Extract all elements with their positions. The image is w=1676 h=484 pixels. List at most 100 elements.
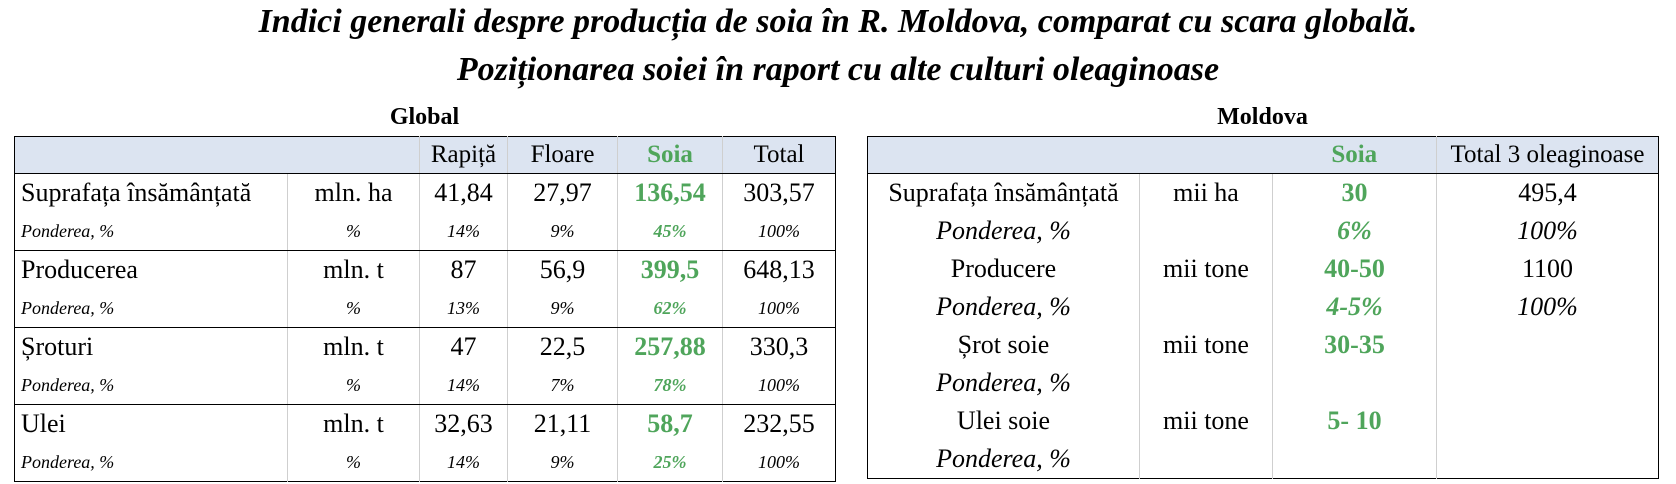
soia-value-cell: 25% (617, 443, 723, 482)
total-cell: 303,57 (722, 173, 836, 212)
soia-value-cell: 78% (617, 366, 723, 405)
header-cell-soia: Soia (617, 136, 723, 174)
value-cell: 32,63 (419, 404, 508, 443)
moldova-table: Soia Total 3 oleaginoase Suprafața însăm… (867, 136, 1659, 479)
unit-cell (1139, 440, 1273, 479)
row-label: Producerea (21, 255, 138, 284)
global-section-label: Global (389, 104, 460, 130)
total-cell: 100% (722, 212, 836, 251)
soia-value-cell: 62% (617, 289, 723, 328)
table-row: Șroturi mln. t 47 22,5 257,88 330,3 (15, 327, 836, 366)
unit-cell: mln. ha (287, 173, 420, 212)
row-label: Ulei (21, 409, 66, 438)
header-cell-soia: Soia (1272, 136, 1437, 174)
header-cell (14, 136, 288, 174)
soia-value-cell: 30 (1272, 173, 1437, 212)
header-cell: Rapiță (419, 136, 508, 174)
header-cell: Floare (507, 136, 618, 174)
unit-cell (1139, 364, 1273, 402)
table-row: Ponderea, % % 13% 9% 62% 100% (14, 289, 836, 328)
title-line-2: Poziționarea soiei în raport cu alte cul… (456, 51, 1220, 88)
unit-cell: mln. t (287, 404, 420, 443)
total-cell: 232,55 (722, 404, 836, 443)
value-cell: 41,84 (419, 173, 508, 212)
unit-cell: mii tone (1139, 402, 1273, 440)
unit-cell: mii tone (1139, 326, 1273, 364)
table-row: Producere mii tone 40-50 1100 (868, 250, 1659, 288)
unit-cell: mii tone (1139, 250, 1273, 288)
value-cell: 14% (419, 366, 508, 405)
table-row: Ponderea, % 4-5% 100% (868, 288, 1659, 326)
unit-cell: mii ha (1139, 173, 1273, 212)
value-cell: 13% (419, 289, 508, 328)
soia-value-cell: 30-35 (1272, 326, 1437, 364)
soia-value-cell (1272, 440, 1437, 479)
total-cell: 100% (722, 443, 836, 482)
header-cell (1139, 136, 1273, 174)
total-cell (1436, 440, 1659, 479)
moldova-header-row: Soia Total 3 oleaginoase (867, 136, 1659, 174)
row-label: Ponderea, % (936, 368, 1071, 397)
total-cell: 648,13 (722, 250, 836, 289)
value-cell: 9% (507, 212, 618, 251)
table-row: Ulei mln. t 32,63 21,11 58,7 232,55 (15, 404, 836, 443)
total-cell (1436, 402, 1659, 440)
table-row: Ponderea, % % 14% 9% 45% 100% (14, 212, 836, 251)
unit-cell (1139, 212, 1273, 250)
total-cell: 330,3 (722, 327, 836, 366)
total-cell: 495,4 (1436, 173, 1659, 212)
value-cell: 9% (507, 289, 618, 328)
total-cell: 100% (1436, 212, 1659, 250)
total-cell: 100% (722, 366, 836, 405)
soia-value-cell: 4-5% (1272, 288, 1437, 326)
table-row: Ponderea, % 6% 100% (868, 212, 1659, 250)
row-label: Ulei soie (956, 406, 1051, 435)
total-cell (1436, 326, 1659, 364)
row-label: Ponderea, % (936, 216, 1071, 245)
title-line-1: Indici generali despre producția de soia… (258, 3, 1418, 40)
table-row: Producerea mln. t 87 56,9 399,5 648,13 (15, 250, 836, 289)
soia-value-cell: 45% (617, 212, 723, 251)
total-cell: 100% (1436, 288, 1659, 326)
soia-value-cell: 5- 10 (1272, 402, 1437, 440)
unit-cell: % (287, 443, 420, 482)
table-row: Ponderea, % % 14% 7% 78% 100% (14, 366, 836, 405)
soia-value-cell: 40-50 (1272, 250, 1437, 288)
unit-cell: % (287, 289, 420, 328)
value-cell: 21,11 (507, 404, 618, 443)
value-cell: 14% (419, 212, 508, 251)
total-cell: 1100 (1436, 250, 1659, 288)
unit-cell: % (287, 366, 420, 405)
value-cell: 9% (507, 443, 618, 482)
row-label: Ponderea, % (936, 292, 1071, 321)
row-label: Suprafața însămânțată (888, 178, 1119, 207)
total-cell: 100% (722, 289, 836, 328)
row-label: Șroturi (21, 332, 94, 361)
row-label: Ponderea, % (14, 366, 288, 405)
unit-cell (1139, 288, 1273, 326)
global-table: Rapiță Floare Soia Total Suprafața însăm… (14, 136, 836, 482)
header-cell: Total (722, 136, 836, 174)
value-cell: 27,97 (507, 173, 618, 212)
header-cell (867, 136, 1140, 174)
header-cell: Total 3 oleaginoase (1436, 136, 1659, 174)
unit-cell: mln. t (287, 327, 420, 366)
soia-value-cell: 399,5 (617, 250, 723, 289)
row-label: Ponderea, % (14, 289, 288, 328)
soia-value-cell: 136,54 (617, 173, 723, 212)
table-row: Ponderea, % % 14% 9% 25% 100% (15, 443, 836, 482)
unit-cell: % (287, 212, 420, 251)
value-cell: 14% (419, 443, 508, 482)
row-label: Suprafața însămânțată (21, 178, 252, 207)
value-cell: 47 (419, 327, 508, 366)
table-row: Șrot soie mii tone 30-35 (868, 326, 1659, 364)
row-label: Ponderea, % (936, 444, 1071, 473)
soia-value-cell: 58,7 (617, 404, 723, 443)
total-cell (1436, 364, 1659, 402)
table-row: Suprafața însămânțată mii ha 30 495,4 (868, 173, 1659, 212)
value-cell: 7% (507, 366, 618, 405)
table-row: Suprafața însămânțată mln. ha 41,84 27,9… (15, 173, 836, 212)
row-label: Producere (950, 254, 1057, 283)
soia-value-cell (1272, 364, 1437, 402)
value-cell: 87 (419, 250, 508, 289)
